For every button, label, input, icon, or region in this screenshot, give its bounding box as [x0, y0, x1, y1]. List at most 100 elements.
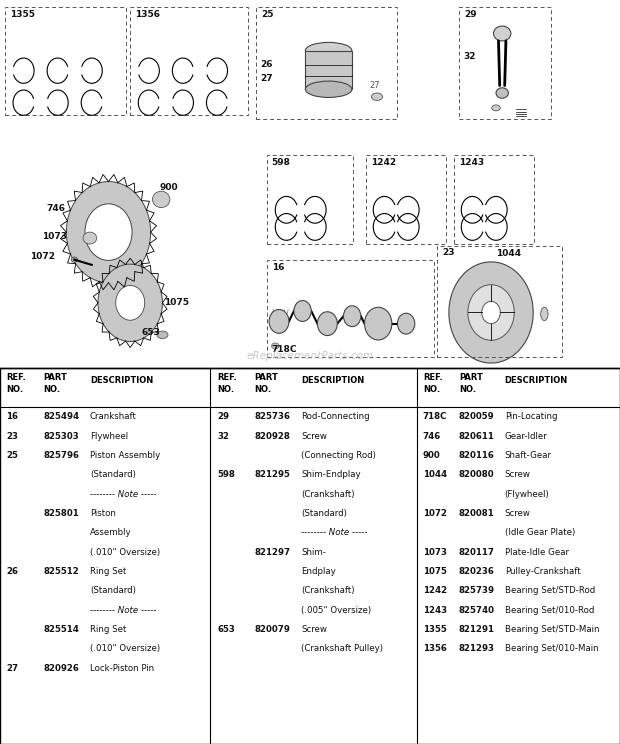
Text: 825736: 825736	[254, 412, 290, 421]
Circle shape	[468, 285, 514, 340]
Text: 825739: 825739	[459, 586, 495, 595]
Text: 825494: 825494	[43, 412, 79, 421]
Ellipse shape	[153, 191, 170, 208]
Text: Bearing Set/STD-Rod: Bearing Set/STD-Rod	[505, 586, 595, 595]
Ellipse shape	[306, 42, 352, 59]
Bar	[267, 260, 434, 357]
Text: 820236: 820236	[459, 567, 495, 576]
Text: 820611: 820611	[459, 432, 495, 440]
Text: 825303: 825303	[43, 432, 79, 440]
Text: 653: 653	[217, 625, 235, 634]
Text: NO.: NO.	[254, 385, 272, 394]
Text: Shim-Endplay: Shim-Endplay	[301, 470, 361, 479]
Text: (Flywheel): (Flywheel)	[505, 490, 549, 498]
Text: Gear-Idler: Gear-Idler	[505, 432, 547, 440]
Text: 16: 16	[6, 412, 18, 421]
Text: NO.: NO.	[217, 385, 234, 394]
Text: Rod-Connecting: Rod-Connecting	[301, 412, 370, 421]
Text: 1355: 1355	[10, 10, 35, 19]
Text: 23: 23	[6, 432, 18, 440]
Text: 820080: 820080	[459, 470, 494, 479]
Text: (Crankshaft): (Crankshaft)	[301, 586, 355, 595]
Circle shape	[397, 313, 415, 334]
Text: 1072: 1072	[30, 252, 55, 261]
Polygon shape	[98, 264, 162, 341]
Text: Ring Set: Ring Set	[90, 625, 126, 634]
Circle shape	[482, 301, 500, 324]
Text: 820081: 820081	[459, 509, 495, 518]
Text: REF.: REF.	[6, 373, 26, 382]
Text: 825740: 825740	[459, 606, 495, 615]
Bar	[267, 155, 353, 244]
Text: 825801: 825801	[43, 509, 79, 518]
Bar	[459, 7, 551, 119]
Ellipse shape	[71, 257, 78, 262]
Text: 718C: 718C	[423, 412, 447, 421]
Text: 27: 27	[6, 664, 19, 673]
Ellipse shape	[541, 307, 548, 321]
Text: 1075: 1075	[164, 298, 189, 307]
Polygon shape	[66, 182, 151, 283]
Ellipse shape	[492, 105, 500, 111]
Text: Pulley-Crankshaft: Pulley-Crankshaft	[505, 567, 580, 576]
Text: 1243: 1243	[459, 158, 484, 167]
Text: (.010" Oversize): (.010" Oversize)	[90, 644, 160, 653]
Text: NO.: NO.	[423, 385, 440, 394]
Text: 1356: 1356	[423, 644, 447, 653]
Text: Crankshaft: Crankshaft	[90, 412, 137, 421]
Text: (Idle Gear Plate): (Idle Gear Plate)	[505, 528, 575, 537]
Text: 598: 598	[272, 158, 290, 167]
Text: 825796: 825796	[43, 451, 79, 460]
Bar	[256, 7, 397, 119]
Text: 820928: 820928	[254, 432, 290, 440]
Text: (Connecting Rod): (Connecting Rod)	[301, 451, 376, 460]
Text: 820079: 820079	[254, 625, 290, 634]
Text: 16: 16	[272, 263, 284, 272]
Bar	[130, 7, 248, 115]
Text: Bearing Set/STD-Main: Bearing Set/STD-Main	[505, 625, 599, 634]
FancyBboxPatch shape	[306, 51, 352, 89]
Text: 653: 653	[141, 328, 160, 337]
Text: Flywheel: Flywheel	[90, 432, 128, 440]
Text: 26: 26	[260, 60, 273, 68]
Text: Screw: Screw	[505, 509, 531, 518]
Circle shape	[85, 204, 132, 260]
Text: 821293: 821293	[459, 644, 495, 653]
Text: Assembly: Assembly	[90, 528, 131, 537]
Text: (Crankshaft Pulley): (Crankshaft Pulley)	[301, 644, 383, 653]
Text: 32: 32	[217, 432, 229, 440]
Text: Ring Set: Ring Set	[90, 567, 126, 576]
Text: -------- Note -----: -------- Note -----	[301, 528, 368, 537]
Ellipse shape	[371, 93, 383, 100]
Text: 1242: 1242	[371, 158, 396, 167]
Text: 598: 598	[217, 470, 235, 479]
Bar	[454, 155, 534, 244]
Text: NO.: NO.	[43, 385, 61, 394]
Text: 29: 29	[464, 10, 476, 19]
Text: Screw: Screw	[505, 470, 531, 479]
Text: 23: 23	[442, 248, 454, 257]
Text: 1072: 1072	[423, 509, 447, 518]
Text: NO.: NO.	[459, 385, 476, 394]
Text: Bearing Set/010-Main: Bearing Set/010-Main	[505, 644, 598, 653]
Text: 900: 900	[160, 183, 179, 192]
Text: Screw: Screw	[301, 625, 327, 634]
Ellipse shape	[157, 331, 168, 339]
Ellipse shape	[306, 81, 352, 97]
Text: 29: 29	[217, 412, 229, 421]
Text: 25: 25	[6, 451, 18, 460]
Circle shape	[116, 286, 144, 320]
Text: DESCRIPTION: DESCRIPTION	[505, 376, 568, 385]
Bar	[0, 368, 620, 744]
Text: -------- Note -----: -------- Note -----	[90, 606, 156, 615]
Text: 718C: 718C	[272, 345, 297, 354]
Circle shape	[317, 312, 337, 336]
Text: 820059: 820059	[459, 412, 494, 421]
Text: 32: 32	[464, 52, 476, 61]
Text: Pin-Locating: Pin-Locating	[505, 412, 557, 421]
Text: Shim-: Shim-	[301, 548, 326, 557]
Text: PART: PART	[254, 373, 278, 382]
Text: 821297: 821297	[254, 548, 290, 557]
Bar	[437, 246, 562, 357]
Text: Screw: Screw	[301, 432, 327, 440]
